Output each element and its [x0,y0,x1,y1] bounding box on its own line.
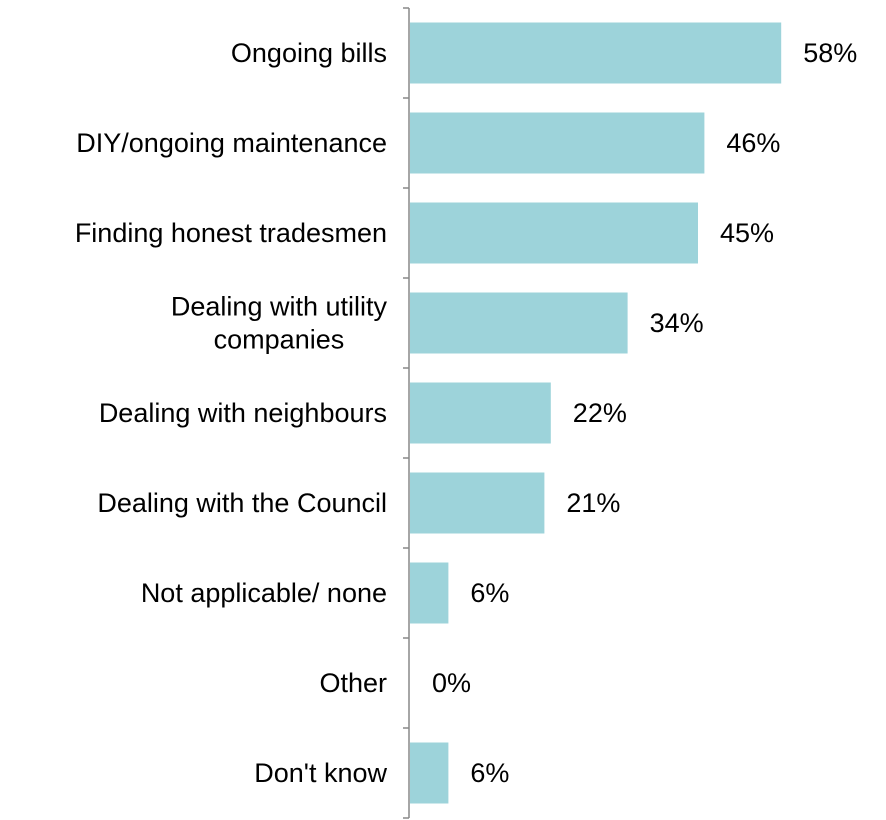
category-label-line: Finding honest tradesmen [75,218,387,248]
bars-layer [410,22,782,804]
data-label: 22% [573,398,627,428]
data-label: 45% [720,218,774,248]
category-label: Don't know [254,758,387,788]
category-label-line: companies [214,325,345,355]
category-label-line: DIY/ongoing maintenance [76,128,387,158]
category-label: DIY/ongoing maintenance [76,128,387,158]
category-label: Dealing with the Council [97,488,387,518]
bar [410,562,449,624]
category-label: Finding honest tradesmen [75,218,387,248]
y-axis [403,7,410,819]
category-label-line: Don't know [254,758,387,788]
bar [410,292,628,354]
labels-layer: 58% Ongoing bills 46% DIY/ongoing maintenan… [75,38,857,788]
bar [410,202,698,264]
category-label: Ongoing bills [231,38,387,68]
data-label: 21% [566,488,620,518]
category-label-line: Ongoing bills [231,38,387,68]
category-label-line: Dealing with utility [171,292,388,322]
category-label: Other [319,668,387,698]
data-label: 58% [803,38,857,68]
data-label: 34% [650,308,704,338]
category-label-line: Other [319,668,387,698]
category-label-line: Dealing with the Council [97,488,387,518]
bar [410,22,782,84]
data-label: 46% [726,128,780,158]
data-label: 0% [432,668,471,698]
category-label: Not applicable/ none [141,578,387,608]
bar [410,742,449,804]
bar [410,382,551,444]
bar [410,472,545,534]
category-label-line: Dealing with neighbours [99,398,387,428]
category-label-line: Not applicable/ none [141,578,387,608]
data-label: 6% [470,578,509,608]
category-label: Dealing with neighbours [99,398,387,428]
data-label: 6% [470,758,509,788]
bar [410,112,705,174]
